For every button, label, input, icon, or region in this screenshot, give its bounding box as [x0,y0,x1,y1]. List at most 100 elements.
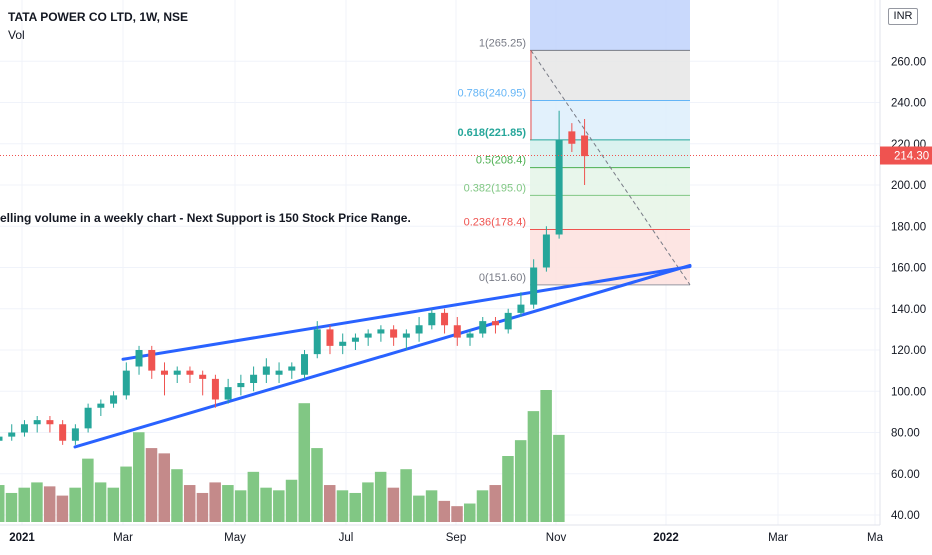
candle-body [160,370,168,375]
volume-bar [183,485,196,522]
time-axis: 2021 Mar May Jul Sep Nov 2022 Mar Ma [0,524,884,544]
candle-body [46,420,54,425]
volume-bar [234,490,247,522]
candle-body [237,383,245,388]
volume-bar [94,482,107,522]
candle-body [466,333,474,338]
volume-bar [438,500,451,522]
volume-bar [476,490,489,522]
volume-bar [82,458,94,522]
candle-body [428,312,436,326]
fib-level-label: 0(151.60) [479,272,526,284]
fibonacci-retracement: 1(265.25) 0.786(240.95) 0.618(221.85) 0.5(2… [458,0,691,286]
fib-zone [530,195,690,230]
candle-body [262,366,270,375]
candle-body [491,321,499,326]
time-tick-label: Sep [446,532,466,544]
price-tick-label: 100.00 [891,386,926,398]
candle-body [364,333,372,338]
chart-annotation-text: elling volume in a weekly chart - Next S… [0,211,411,225]
volume-bar [514,440,527,522]
volume-bar [336,490,349,522]
candle-body [84,407,92,429]
fib-zone [530,167,690,196]
volume-bar [349,492,361,522]
symbol-title[interactable]: TATA POWER CO LTD, 1W, NSE [8,10,188,24]
candle-body [224,387,232,400]
volume-bar [222,485,234,522]
fib-zone [530,100,690,140]
volume-bar [31,482,43,522]
candle-body [186,370,194,375]
volume-bar [69,487,81,522]
price-tick-label: 200.00 [891,180,926,192]
volume-bar [0,485,5,522]
candle-body [71,428,79,441]
price-tick-label: 120.00 [891,345,926,357]
volume-bar [43,486,56,522]
time-tick-label: Jul [339,532,354,544]
candle-body [8,432,16,437]
price-tick-label: 40.00 [891,510,920,522]
candle-body [504,312,512,330]
lower-trendline [73,263,692,449]
time-tick-label: 2022 [653,532,679,544]
candle-body [122,370,130,396]
volume-bars [0,390,565,522]
fib-level-label: 0.382(195.0) [464,182,526,194]
candle-body [542,234,550,268]
candle-body [351,337,359,342]
candle-body [135,350,143,367]
volume-bar [323,485,336,522]
volume-bar [18,487,30,522]
time-tick-label: Mar [113,532,133,544]
candle-body [275,370,283,375]
volume-bar [107,487,120,522]
volume-bar [413,495,425,522]
candle-body [33,420,41,425]
price-tick-label: 80.00 [891,428,920,440]
volume-bar [451,506,463,522]
candle-body [97,403,105,408]
currency-badge[interactable]: INR [888,8,918,25]
trendlines [73,263,692,449]
candle-body [402,333,410,338]
candle-body [20,424,28,433]
volume-bar [158,453,170,522]
volume-bar [553,434,565,522]
price-tick-label: 240.00 [891,98,926,110]
price-tick-label: 140.00 [891,304,926,316]
candle-body [441,312,449,326]
fib-trend-line [530,50,691,286]
last-price-badge [880,146,932,165]
price-axis: 40.00 60.00 80.00 100.00 120.00 140.00 160.00 1… [0,0,932,525]
volume-bar [374,471,387,522]
candle-body [211,378,219,400]
volume-bar [273,490,285,522]
candle-body [148,350,156,371]
upper-trendline [121,264,692,361]
candle-body [479,321,487,334]
price-tick-label: 180.00 [891,221,926,233]
time-tick-label: May [224,532,246,544]
volume-bar [540,390,552,522]
volume-bar [400,469,412,522]
volume-indicator-label[interactable]: Vol [8,28,25,42]
volume-bar [464,503,476,522]
volume-bar [502,456,514,522]
volume-bar [5,492,18,522]
candle-body [199,374,207,379]
candle-body [0,436,3,441]
volume-bar [387,487,400,522]
price-tick-label: 160.00 [891,263,926,275]
fib-level-label: 1(265.25) [479,37,526,49]
volume-bar [298,403,311,522]
fib-level-label: 0.236(178.4) [464,217,526,229]
fib-zone [530,139,690,168]
volume-bar [425,490,438,522]
volume-bar [133,432,145,522]
candle-body [339,341,347,346]
volume-bar [247,471,260,522]
